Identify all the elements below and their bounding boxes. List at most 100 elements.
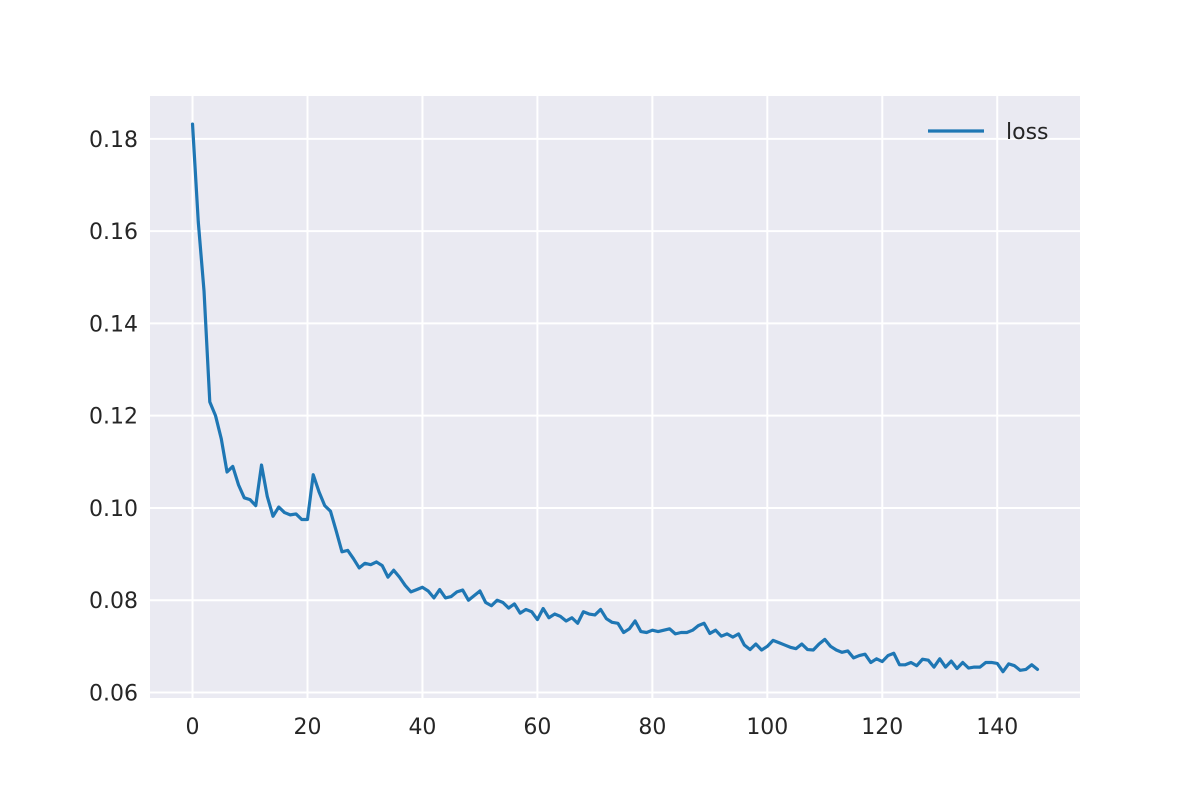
data-point — [875, 657, 878, 660]
data-point — [461, 589, 464, 591]
data-point — [887, 654, 889, 657]
data-point — [352, 557, 355, 560]
data-point — [1019, 669, 1022, 672]
data-point — [703, 622, 705, 625]
data-point — [467, 599, 470, 602]
data-point — [260, 464, 263, 466]
data-point — [375, 561, 378, 563]
data-point — [456, 591, 458, 593]
data-point — [933, 666, 935, 668]
data-point — [956, 667, 958, 670]
x-tick-label: 0 — [186, 715, 200, 740]
data-point — [720, 635, 723, 637]
data-point — [341, 550, 343, 553]
data-point — [553, 613, 556, 615]
data-point — [364, 562, 366, 565]
data-point — [663, 629, 665, 631]
data-point — [714, 629, 717, 631]
data-point — [869, 661, 872, 664]
data-point — [755, 643, 757, 645]
data-point — [548, 616, 550, 619]
data-point — [823, 638, 826, 641]
data-point — [979, 666, 981, 668]
data-point — [323, 504, 326, 507]
data-point — [335, 530, 338, 532]
data-point — [559, 615, 562, 618]
data-point — [312, 473, 315, 476]
data-point — [203, 290, 205, 292]
data-point — [226, 471, 228, 473]
data-point — [243, 496, 246, 499]
data-point — [588, 613, 590, 615]
data-point — [772, 639, 774, 642]
data-point — [634, 620, 636, 622]
data-point — [651, 629, 654, 631]
data-point — [812, 649, 815, 651]
data-point — [898, 663, 901, 666]
data-point — [266, 495, 269, 498]
data-point — [295, 513, 297, 515]
data-point — [513, 603, 516, 605]
data-point — [277, 506, 280, 508]
y-tick-label: 0.14 — [89, 312, 138, 337]
data-point — [571, 616, 573, 619]
data-point — [864, 653, 866, 655]
data-point — [611, 621, 613, 624]
data-point — [231, 465, 234, 468]
data-point — [473, 594, 475, 597]
data-point — [582, 610, 585, 613]
data-point — [657, 630, 659, 633]
data-point — [984, 661, 987, 664]
data-point — [680, 631, 682, 634]
data-point — [709, 632, 711, 635]
data-point — [599, 608, 602, 611]
data-point — [387, 576, 389, 578]
data-point — [973, 666, 976, 668]
data-point — [346, 549, 349, 552]
data-point — [427, 590, 429, 592]
data-point — [300, 518, 303, 521]
data-point — [927, 659, 930, 661]
data-point — [237, 484, 240, 486]
series-line-loss — [190, 122, 1040, 674]
data-point — [289, 514, 292, 516]
data-point — [829, 645, 832, 648]
data-point — [1036, 668, 1039, 671]
y-tick-label: 0.10 — [89, 497, 138, 522]
y-tick-label: 0.12 — [89, 405, 138, 430]
data-point — [892, 652, 895, 655]
data-point — [743, 644, 746, 646]
data-point — [835, 649, 838, 651]
data-point — [789, 646, 792, 649]
data-point — [996, 662, 999, 665]
data-point — [846, 650, 849, 652]
data-point — [904, 663, 907, 666]
data-point — [944, 666, 947, 668]
plot-area — [150, 96, 1080, 698]
data-point — [398, 576, 401, 578]
data-point — [668, 628, 671, 630]
data-point — [1013, 664, 1016, 667]
x-axis: 0 20 40 60 80 100 120 140 — [186, 715, 1019, 740]
data-point — [795, 647, 797, 650]
y-tick-label: 0.08 — [89, 589, 138, 614]
data-point — [858, 654, 861, 657]
data-point — [249, 498, 251, 501]
data-point — [961, 661, 964, 664]
y-tick-label: 0.16 — [89, 220, 138, 245]
data-point — [329, 510, 332, 512]
data-point — [732, 636, 734, 638]
data-point — [272, 515, 274, 518]
x-tick-label: 80 — [638, 715, 666, 740]
data-point — [444, 597, 447, 599]
data-point — [450, 595, 452, 598]
data-point — [852, 657, 855, 659]
data-point — [542, 607, 544, 610]
data-point — [565, 620, 567, 622]
x-tick-label: 60 — [523, 715, 551, 740]
data-point — [594, 614, 596, 616]
data-point — [358, 567, 361, 569]
data-point — [697, 624, 700, 627]
data-point — [404, 584, 407, 587]
